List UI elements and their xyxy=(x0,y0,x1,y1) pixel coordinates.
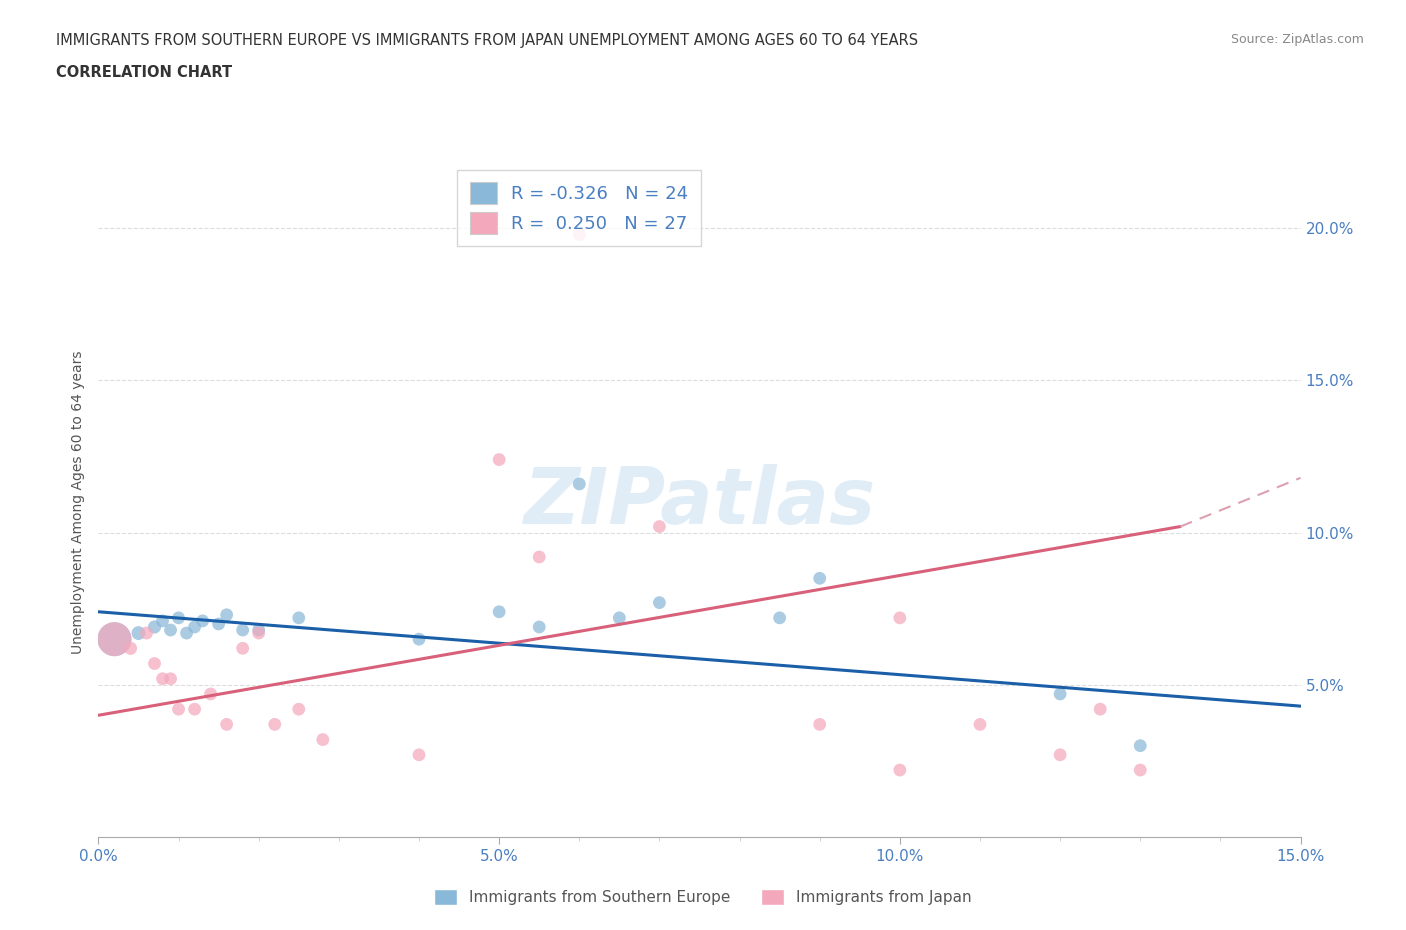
Point xyxy=(247,622,270,637)
Point xyxy=(183,619,205,634)
Text: CORRELATION CHART: CORRELATION CHART xyxy=(56,65,232,80)
Point xyxy=(159,671,181,686)
Point xyxy=(568,227,591,242)
Point xyxy=(808,571,831,586)
Point xyxy=(648,595,671,610)
Point xyxy=(159,622,181,637)
Point xyxy=(143,619,166,634)
Text: ZIPatlas: ZIPatlas xyxy=(523,464,876,540)
Point xyxy=(808,717,831,732)
Point xyxy=(215,607,238,622)
Point xyxy=(769,610,792,625)
Point xyxy=(183,702,205,717)
Point xyxy=(167,702,190,717)
Legend: Immigrants from Southern Europe, Immigrants from Japan: Immigrants from Southern Europe, Immigra… xyxy=(427,883,979,911)
Point xyxy=(488,604,510,619)
Point xyxy=(312,732,335,747)
Point xyxy=(1049,748,1071,763)
Point xyxy=(167,610,190,625)
Point xyxy=(152,614,174,629)
Point xyxy=(648,519,671,534)
Point xyxy=(488,452,510,467)
Point xyxy=(1049,686,1071,701)
Legend: R = -0.326   N = 24, R =  0.250   N = 27: R = -0.326 N = 24, R = 0.250 N = 27 xyxy=(457,170,702,246)
Point xyxy=(969,717,991,732)
Point xyxy=(152,671,174,686)
Point xyxy=(288,610,311,625)
Point xyxy=(408,631,430,646)
Point xyxy=(103,631,125,646)
Point xyxy=(208,617,231,631)
Point xyxy=(200,686,222,701)
Text: IMMIGRANTS FROM SOUTHERN EUROPE VS IMMIGRANTS FROM JAPAN UNEMPLOYMENT AMONG AGES: IMMIGRANTS FROM SOUTHERN EUROPE VS IMMIG… xyxy=(56,33,918,47)
Point xyxy=(889,763,911,777)
Y-axis label: Unemployment Among Ages 60 to 64 years: Unemployment Among Ages 60 to 64 years xyxy=(72,351,86,654)
Point xyxy=(247,626,270,641)
Point xyxy=(288,702,311,717)
Point xyxy=(529,550,551,565)
Point xyxy=(120,641,142,656)
Point xyxy=(232,622,254,637)
Text: Source: ZipAtlas.com: Source: ZipAtlas.com xyxy=(1230,33,1364,46)
Point xyxy=(103,631,125,646)
Point xyxy=(128,626,150,641)
Point xyxy=(1088,702,1111,717)
Point xyxy=(143,656,166,671)
Point xyxy=(263,717,285,732)
Point xyxy=(232,641,254,656)
Point xyxy=(176,626,198,641)
Point xyxy=(191,614,214,629)
Point xyxy=(568,476,591,491)
Point xyxy=(529,619,551,634)
Point xyxy=(215,717,238,732)
Point xyxy=(408,748,430,763)
Point xyxy=(889,610,911,625)
Point xyxy=(1129,738,1152,753)
Point xyxy=(135,626,157,641)
Point xyxy=(1129,763,1152,777)
Point xyxy=(609,610,631,625)
